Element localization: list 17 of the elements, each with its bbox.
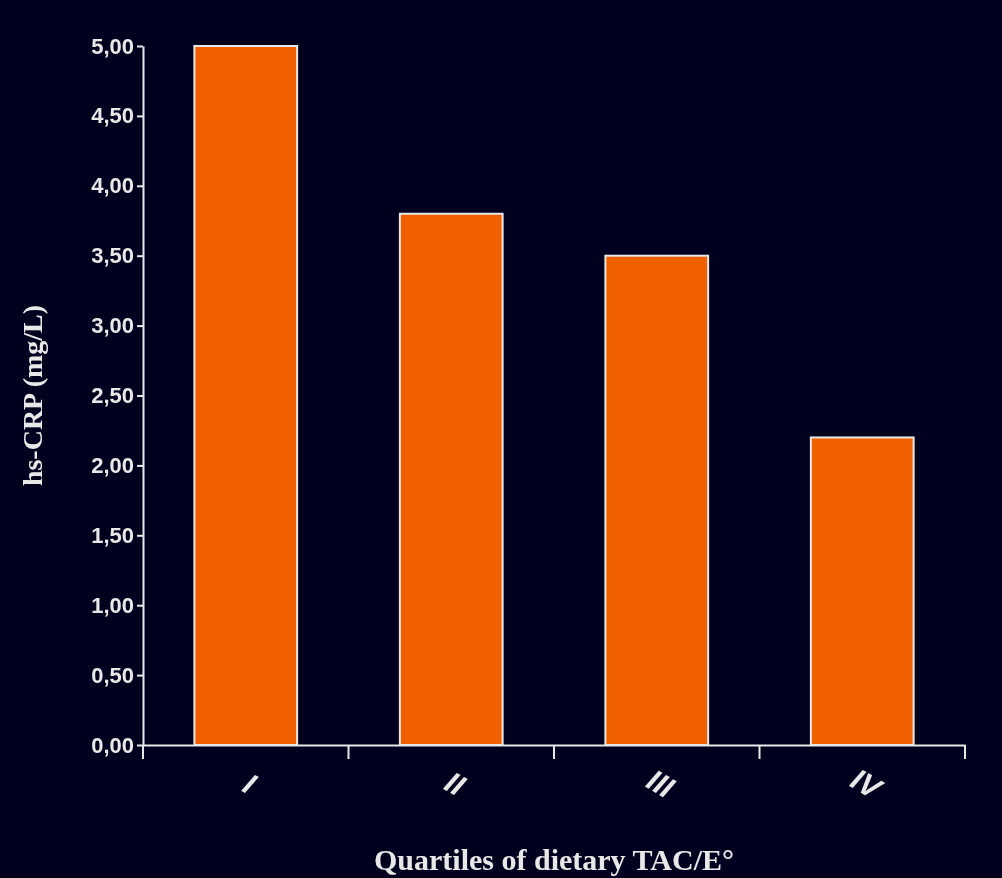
y-tick-label: 1,50: [91, 522, 134, 548]
y-axis-title: hs-CRP (mg/L): [17, 304, 48, 487]
y-tick-label: 4,00: [91, 173, 134, 199]
y-tick-label: 2,50: [91, 383, 134, 409]
x-tick-label: IV: [845, 762, 890, 807]
x-tick-label: I: [237, 767, 262, 801]
y-tick-label: 4,50: [91, 103, 134, 129]
y-tick-label: 0,50: [91, 662, 134, 688]
x-axis-title: Quartiles of dietary TAC/E°: [373, 843, 735, 876]
x-tick-label: II: [439, 765, 472, 803]
y-tick-label: 3,50: [91, 243, 134, 269]
y-tick-label: 2,00: [91, 452, 134, 478]
y-tick-label: 3,00: [91, 313, 134, 339]
y-tick-label: 5,00: [91, 33, 134, 59]
x-tick-label: III: [641, 762, 681, 805]
y-tick-label: 0,00: [91, 732, 134, 758]
y-tick-label: 1,00: [91, 592, 134, 618]
